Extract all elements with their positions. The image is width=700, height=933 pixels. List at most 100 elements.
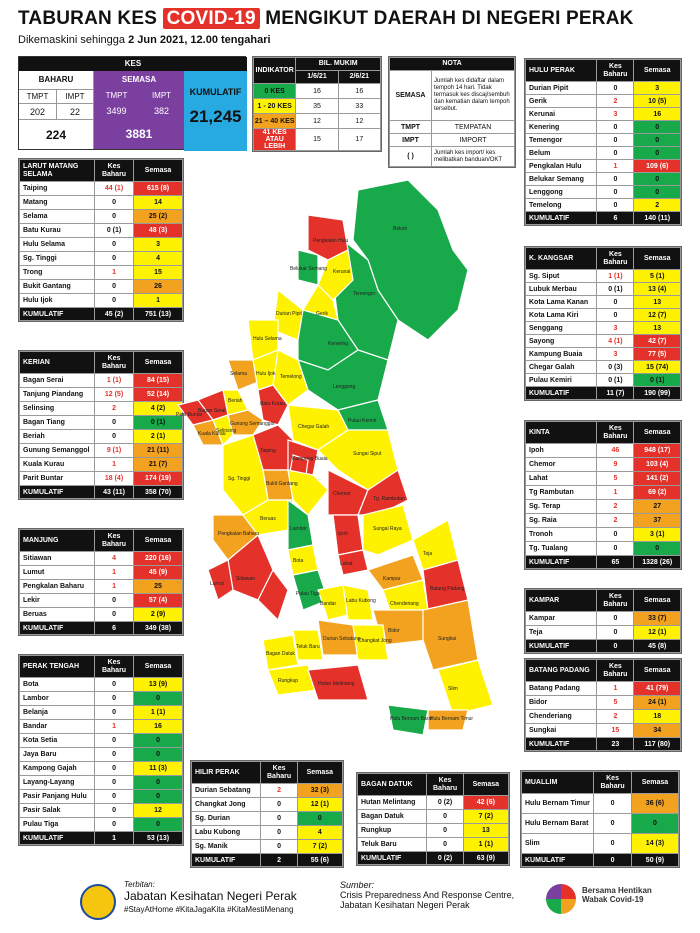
active-cases: 14 (3) (630, 833, 680, 854)
table-row: Belum 0 0 (524, 146, 681, 160)
map-label: Changkat Jong (358, 638, 392, 644)
campaign-logo (546, 884, 576, 914)
mukim-name: Bukit Gantang (19, 279, 95, 294)
new-cases: 2 (596, 513, 635, 528)
active-cases: 7 (2) (462, 809, 510, 824)
new-cases: 2 (596, 499, 635, 514)
new-cases: 0 (93, 789, 135, 804)
map-label: Taiping (260, 448, 276, 454)
map-label: Temengor (353, 291, 376, 297)
map-label: Labu Kubong (346, 598, 376, 604)
table-row: Layang-Layang 0 0 (19, 775, 183, 790)
active-cases: 18 (633, 709, 681, 724)
new-cases: 1 (596, 681, 635, 696)
active-cases: 0 (633, 146, 681, 160)
table-row: Belanja 0 1 (1) (19, 705, 183, 720)
mukim-name: Batu Kurau (19, 223, 95, 238)
mukim-name: Taiping (19, 181, 95, 196)
mukim-name: Tanjung Piandang (19, 387, 95, 402)
col-baharu: Kes Baharu (93, 655, 135, 678)
region-kota-lama (287, 469, 329, 516)
new-cases: 0 (93, 237, 135, 252)
map-label: Temelong (280, 374, 302, 380)
mukim-name: Pasir Panjang Hulu (19, 789, 95, 804)
new-cases: 1 (1) (93, 373, 135, 388)
new-cases: 0 (93, 251, 135, 266)
new-cases: 0 (93, 817, 135, 832)
table-row: Teluk Baru 0 1 (1) (356, 837, 510, 852)
table-row: Trong 1 15 (19, 265, 183, 280)
table-row: Bagan Serai 1 (1) 84 (15) (19, 373, 183, 388)
table-kampar: KAMPAR Kes Baharu Semasa Kampar 0 33 (7) Teja 0… (524, 588, 682, 654)
mukim-name: Sitiawan (19, 551, 95, 566)
new-cases: 15 (596, 723, 635, 738)
table-row: Bagan Datuk 0 7 (2) (356, 809, 510, 824)
table-row: Gunung Semanggol 9 (1) 21 (11) (19, 443, 183, 458)
region-slim (437, 659, 494, 716)
active-cases: 57 (4) (133, 593, 183, 608)
active-cases: 52 (14) (133, 387, 183, 402)
table-row: Durian Pipit 0 3 (524, 81, 681, 95)
table-row: Sitiawan 4 220 (16) (19, 551, 183, 566)
new-cases: 0 (596, 120, 635, 134)
new-cases: 0 (260, 839, 298, 854)
map-label: Lambor (290, 526, 307, 532)
table-row: Matang 0 14 (19, 195, 183, 210)
active-cases: 0 (633, 120, 681, 134)
map-label: Sungkai (438, 636, 456, 642)
mukim-name: Sg. Terap (524, 499, 598, 514)
table-row: Changkat Jong 0 12 (1) (190, 797, 344, 812)
table-row: Chenderiang 2 18 (524, 709, 681, 724)
new-cases: 0 (596, 198, 635, 212)
new-cases: 2 (93, 401, 135, 416)
new-cases: 12 (5) (93, 387, 135, 402)
new-cases: 5 (596, 695, 635, 710)
mukim-name: Kerunai (524, 107, 598, 121)
active-cases: 103 (4) (633, 457, 681, 472)
map-label: Pengkalan Hulu (313, 238, 349, 244)
mukim-name: Beriah (19, 429, 95, 444)
col-semasa: Semasa (633, 421, 681, 444)
table-row: Kerunai 3 16 (524, 107, 681, 121)
mukim-name: Lambor (19, 691, 95, 706)
total-row: KUMULATIF 45 (2) 751 (13) (19, 307, 183, 321)
new-cases: 9 (1) (93, 443, 135, 458)
region-hulu-bernam-timur (427, 709, 469, 731)
mukim-name: Kota Lama Kanan (524, 295, 598, 309)
mukim-name: Rungkup (356, 823, 428, 838)
active-cases: 7 (2) (296, 839, 344, 854)
table-row: Sg. Manik 0 7 (2) (190, 839, 344, 854)
mukim-name: Teluk Baru (356, 837, 428, 852)
table-muallim: MUALLIM Kes Baharu Semasa Hulu Bernam Timur… (520, 770, 680, 868)
map-label: Batang Padang (430, 586, 465, 592)
map-label: Slim (448, 686, 458, 692)
nota-table: NOTA SEMASA Jumlah kes didaftar dalam tem… (388, 56, 516, 168)
new-cases: 44 (1) (93, 181, 135, 196)
col-semasa: Semasa (133, 351, 183, 374)
table-row: Chegar Galah 0 (3) 15 (74) (524, 360, 681, 374)
new-cases: 0 (93, 279, 135, 294)
active-cases: 0 (133, 789, 183, 804)
district-title: MANJUNG (19, 529, 95, 552)
new-cases: 0 (596, 295, 635, 309)
col-baharu: Kes Baharu (93, 351, 135, 374)
new-cases: 5 (596, 471, 635, 486)
mukim-name: Bota (19, 677, 95, 692)
col-semasa: Semasa (296, 761, 344, 784)
mukim-name: Pulau Kemiri (524, 373, 598, 387)
new-cases: 0 (93, 593, 135, 608)
new-cases: 0 (93, 691, 135, 706)
col-baharu: Kes Baharu (596, 421, 635, 444)
district-title: KAMPAR (524, 589, 598, 612)
map-label: Lahat (340, 561, 353, 567)
table-row: Slim 0 14 (3) (520, 833, 680, 854)
table-row: Sg. Siput 1 (1) 5 (1) (524, 269, 681, 283)
update-date: Dikemaskini sehingga 2 Jun 2021, 12.00 t… (18, 34, 271, 46)
active-cases: 13 (462, 823, 510, 838)
table-row: Lenggong 0 0 (524, 185, 681, 199)
col-baharu: Kes Baharu (596, 589, 635, 612)
active-cases: 0 (296, 811, 344, 826)
map-label: Hulu Bernam Barat (390, 716, 433, 722)
active-cases: 4 (2) (133, 401, 183, 416)
mukim-name: Ipoh (524, 443, 598, 458)
